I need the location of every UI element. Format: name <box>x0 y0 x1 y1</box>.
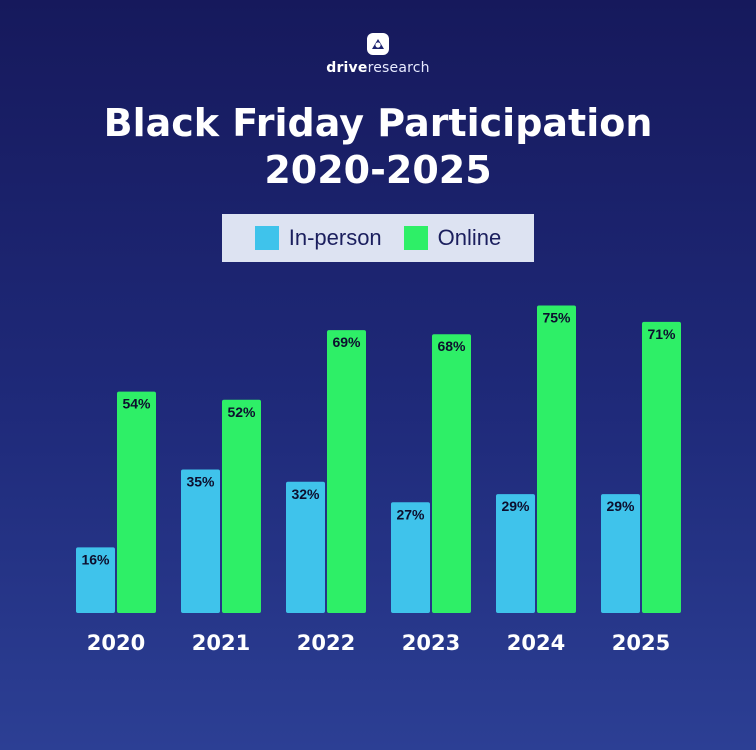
x-tick-label-2020: 2020 <box>87 631 145 655</box>
bar-online-2021 <box>222 399 261 613</box>
data-label-online-2021: 52% <box>227 404 256 420</box>
bar-in-person-2020 <box>76 547 115 613</box>
bar-in-person-2024 <box>496 494 535 613</box>
bar-in-person-2023 <box>391 502 430 613</box>
data-label-in-person-2023: 27% <box>396 506 425 522</box>
data-label-in-person-2025: 29% <box>606 498 635 514</box>
data-label-in-person-2022: 32% <box>291 486 320 502</box>
brand-name: driveresearch <box>0 60 756 76</box>
brand-logo: driveresearch <box>0 32 756 76</box>
brand-name-bold: drive <box>326 60 368 76</box>
data-label-in-person-2024: 29% <box>501 498 530 514</box>
bar-in-person-2021 <box>181 469 220 613</box>
x-tick-label-2025: 2025 <box>612 631 670 655</box>
bar-online-2023 <box>432 334 471 613</box>
x-tick-label-2023: 2023 <box>402 631 460 655</box>
chart-title-line-1: Black Friday Participation <box>103 101 653 145</box>
drive-research-logo-icon <box>367 33 389 55</box>
legend-label-online: Online <box>437 225 502 250</box>
chart-legend: In-person Online <box>222 214 534 262</box>
brand-name-light: research <box>367 60 430 76</box>
data-label-online-2024: 75% <box>542 310 571 326</box>
data-label-online-2022: 69% <box>332 334 361 350</box>
legend-swatch-in-person <box>254 226 279 250</box>
data-label-online-2025: 71% <box>647 326 676 342</box>
data-label-online-2023: 68% <box>437 338 466 354</box>
x-tick-label-2021: 2021 <box>192 631 250 655</box>
bar-in-person-2025 <box>601 494 640 613</box>
bar-in-person-2022 <box>286 481 325 613</box>
legend-label-in-person: In-person <box>288 225 382 250</box>
x-tick-label-2022: 2022 <box>297 631 355 655</box>
data-label-online-2020: 54% <box>122 396 151 412</box>
chart-title: Black Friday Participation 2020-2025 <box>0 100 756 194</box>
bar-online-2020 <box>117 391 156 613</box>
bar-online-2024 <box>537 305 576 613</box>
x-tick-label-2024: 2024 <box>507 631 565 655</box>
data-label-in-person-2021: 35% <box>186 474 215 490</box>
bar-online-2022 <box>327 330 366 613</box>
legend-item-online: Online <box>403 225 502 251</box>
data-label-in-person-2020: 16% <box>81 551 110 567</box>
legend-swatch-online <box>403 226 428 250</box>
bar-online-2025 <box>642 321 681 613</box>
legend-item-in-person: In-person <box>254 225 382 251</box>
chart-title-line-2: 2020-2025 <box>264 148 492 192</box>
